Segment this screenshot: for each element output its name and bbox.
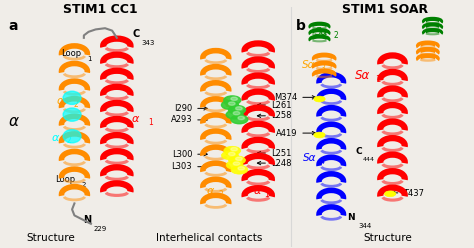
Text: 2: 2 <box>66 136 71 145</box>
Circle shape <box>221 101 238 109</box>
Text: STIM1 CC1: STIM1 CC1 <box>63 3 137 16</box>
Circle shape <box>231 115 248 124</box>
Text: L303: L303 <box>172 162 207 171</box>
Text: N: N <box>347 213 355 222</box>
Circle shape <box>228 105 246 114</box>
Text: L300: L300 <box>172 150 207 159</box>
Text: a: a <box>9 19 18 33</box>
Circle shape <box>221 151 238 160</box>
Text: 2: 2 <box>218 190 223 199</box>
Text: L251: L251 <box>257 149 292 157</box>
Circle shape <box>228 156 246 164</box>
Text: Sα: Sα <box>315 28 328 37</box>
Text: A293: A293 <box>171 115 207 124</box>
Circle shape <box>236 157 242 160</box>
Text: A419: A419 <box>276 129 316 138</box>
Circle shape <box>224 96 241 105</box>
Text: b: b <box>296 19 306 33</box>
Circle shape <box>233 112 240 115</box>
Text: 2: 2 <box>73 100 78 109</box>
Circle shape <box>231 148 237 151</box>
Text: 1: 1 <box>375 75 380 84</box>
Text: STIM1 SOAR: STIM1 SOAR <box>342 3 428 16</box>
Circle shape <box>224 146 241 155</box>
Text: Sα: Sα <box>355 69 370 82</box>
Text: I290: I290 <box>174 104 207 113</box>
Text: 2: 2 <box>334 31 338 40</box>
Circle shape <box>231 97 237 100</box>
Circle shape <box>238 116 245 120</box>
Circle shape <box>238 167 245 170</box>
Circle shape <box>233 162 240 165</box>
Text: L248: L248 <box>257 158 292 168</box>
Text: 4: 4 <box>320 156 325 166</box>
Text: N: N <box>83 215 91 225</box>
Text: Loop: Loop <box>55 175 75 184</box>
Text: α: α <box>132 114 139 124</box>
Text: 1: 1 <box>148 118 153 127</box>
Text: α: α <box>254 186 261 196</box>
Circle shape <box>314 132 325 138</box>
Text: 1: 1 <box>88 56 92 62</box>
Text: C: C <box>133 29 140 39</box>
Ellipse shape <box>63 130 81 143</box>
Text: 1: 1 <box>264 190 269 199</box>
Circle shape <box>226 110 243 119</box>
Circle shape <box>314 96 325 102</box>
Text: Sα: Sα <box>302 60 316 70</box>
Text: 344: 344 <box>358 223 371 229</box>
Text: M374: M374 <box>274 93 316 102</box>
Text: 2: 2 <box>82 182 86 188</box>
Ellipse shape <box>63 91 81 104</box>
Text: 3: 3 <box>320 64 325 73</box>
Circle shape <box>231 165 248 174</box>
Circle shape <box>236 107 242 110</box>
Text: Interhelical contacts: Interhelical contacts <box>155 233 262 243</box>
Text: α: α <box>56 96 64 106</box>
Text: α: α <box>8 114 18 129</box>
Text: L258: L258 <box>257 111 292 120</box>
Text: Structure: Structure <box>364 233 412 243</box>
Text: 343: 343 <box>142 40 155 46</box>
Circle shape <box>228 152 235 156</box>
Circle shape <box>228 102 235 105</box>
Circle shape <box>226 161 243 169</box>
Text: α: α <box>52 132 59 143</box>
Text: C: C <box>356 147 362 156</box>
Ellipse shape <box>63 108 81 121</box>
Text: Structure: Structure <box>27 233 75 243</box>
Text: 444: 444 <box>362 157 374 162</box>
Text: Loop: Loop <box>61 49 81 58</box>
Circle shape <box>384 191 396 197</box>
Text: L261: L261 <box>257 100 292 110</box>
Text: Sα: Sα <box>303 153 317 163</box>
Text: T437: T437 <box>392 189 424 198</box>
Text: α: α <box>206 186 214 196</box>
Text: 229: 229 <box>93 226 107 232</box>
